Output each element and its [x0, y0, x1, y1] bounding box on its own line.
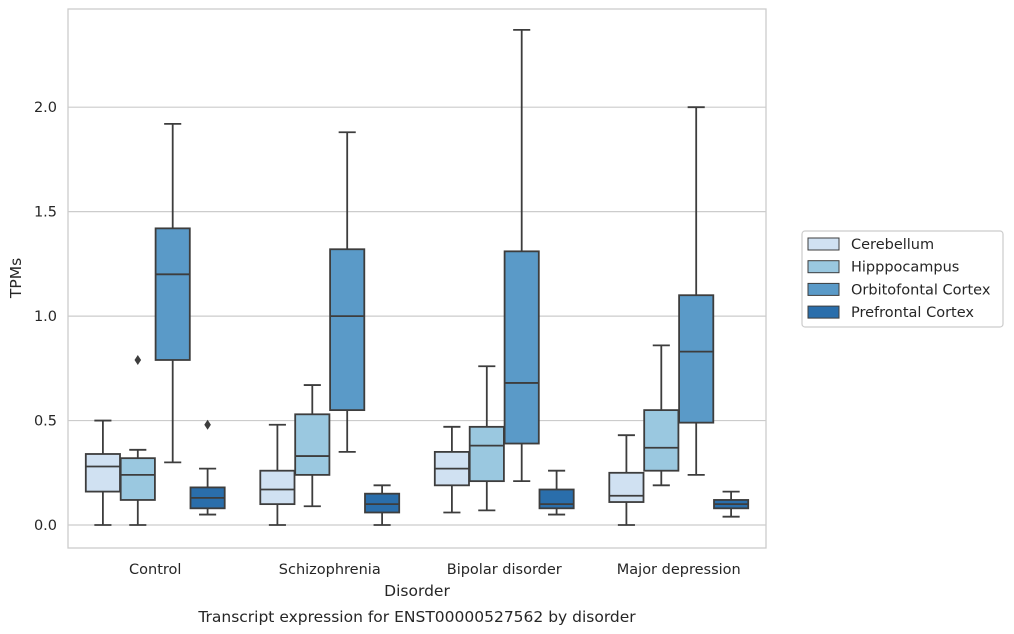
- box: [468, 365, 505, 512]
- box: [503, 28, 540, 483]
- box-iqr: [643, 409, 680, 472]
- box: [84, 419, 121, 526]
- legend-label: Hipppocampus: [851, 260, 959, 276]
- y-tick-label: 1.0: [34, 309, 57, 325]
- outlier-point: [134, 354, 142, 365]
- box: [294, 384, 331, 508]
- box: [643, 344, 680, 487]
- legend-label: Prefrontal Cortex: [851, 305, 974, 321]
- box-series: [84, 28, 750, 526]
- box: [678, 106, 715, 476]
- y-tick-label: 1.5: [34, 205, 57, 221]
- box-iqr: [329, 248, 366, 412]
- x-axis-label: Disorder: [384, 582, 450, 600]
- legend-swatch: [807, 282, 840, 296]
- x-tick-label: Control: [129, 562, 181, 578]
- box-iqr: [119, 457, 156, 501]
- box: [364, 484, 401, 526]
- x-tick-labels: Control Schizophrenia Bipolar disorder Majo…: [129, 562, 741, 578]
- outlier-point: [204, 419, 211, 430]
- x-tick-label: Bipolar disorder: [447, 562, 562, 578]
- chart-caption: Transcript expression for ENST0000052756…: [197, 608, 636, 626]
- box-iqr: [678, 294, 715, 424]
- y-tick-label: 0.0: [34, 518, 57, 534]
- box: [119, 354, 156, 526]
- box: [189, 419, 226, 516]
- legend: Cerebellum Hipppocampus Orbitofontal Corte…: [801, 230, 1004, 328]
- legend-label: Cerebellum: [851, 237, 934, 253]
- box: [538, 469, 575, 516]
- box: [713, 490, 750, 518]
- box-iqr: [538, 488, 575, 510]
- box: [154, 123, 191, 464]
- legend-swatch: [807, 260, 840, 274]
- box: [608, 434, 645, 526]
- box-iqr: [468, 425, 505, 483]
- box: [329, 131, 366, 453]
- x-tick-label: Schizophrenia: [279, 562, 381, 578]
- legend-label: Orbitofontal Cortex: [851, 282, 991, 298]
- box: [259, 423, 296, 526]
- box-iqr: [84, 453, 121, 493]
- plot-frame: [67, 8, 767, 549]
- y-tick-label: 2.0: [34, 100, 57, 116]
- box-iqr: [364, 492, 401, 514]
- box-iqr: [259, 469, 296, 506]
- box-iqr: [608, 471, 645, 503]
- legend-swatch: [807, 305, 840, 319]
- y-tick-labels: 0.0 0.5 1.0 1.5 2.0: [34, 100, 57, 534]
- legend-frame: [801, 230, 1004, 328]
- box: [433, 425, 470, 514]
- box-iqr: [294, 413, 331, 476]
- y-axis-label: TPMs: [7, 258, 25, 299]
- y-tick-label: 0.5: [34, 414, 57, 430]
- box-iqr: [154, 227, 191, 361]
- x-tick-label: Major depression: [617, 562, 741, 578]
- legend-swatch: [807, 237, 840, 251]
- box-iqr: [503, 250, 540, 445]
